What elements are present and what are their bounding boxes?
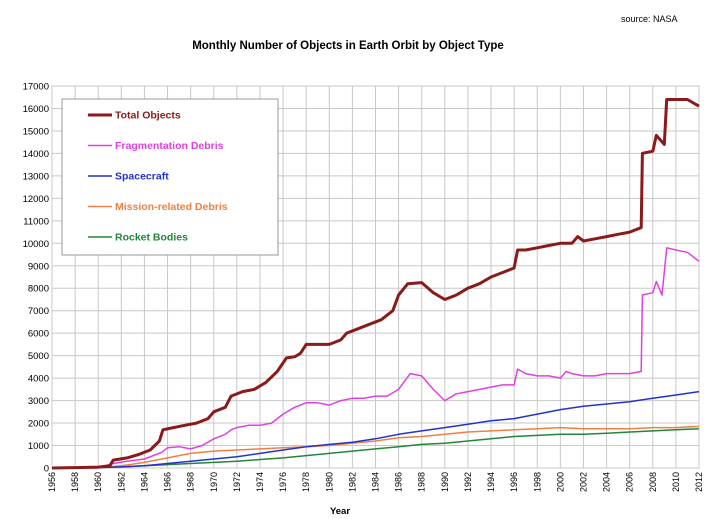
x-tick-label: 1988	[417, 472, 427, 492]
y-tick-label: 14000	[23, 149, 49, 160]
x-tick-label: 1966	[163, 472, 173, 492]
series-line-rocket-bodies	[51, 427, 700, 469]
y-tick-label: 11000	[23, 216, 49, 227]
y-tick-label: 10000	[23, 239, 49, 250]
x-tick-label: 1974	[255, 472, 265, 492]
x-tick-label: 1992	[463, 472, 473, 492]
x-tick-label: 1958	[70, 472, 80, 492]
series-group	[51, 98, 700, 470]
y-tick-label: 12000	[23, 194, 49, 205]
series-line-fragmentation-debris	[52, 247, 700, 469]
y-tick-label: 5000	[28, 351, 49, 362]
x-tick-label: 1982	[347, 472, 357, 492]
x-tick-label: 1990	[440, 472, 450, 492]
x-tick-label: 1972	[232, 472, 242, 492]
y-tick-label: 6000	[28, 329, 49, 340]
x-axis: 1956 1958 1960 1962 1964 1966 1968 1970 1972 1974…	[47, 472, 704, 492]
y-tick-label: 13000	[23, 171, 49, 182]
x-tick-label: 2010	[671, 472, 681, 492]
x-tick-label: 1996	[509, 472, 519, 492]
chart-title: Monthly Number of Objects in Earth Orbit…	[192, 40, 504, 52]
legend-label-rocket-bodies: Rocket Bodies	[115, 232, 188, 244]
x-tick-label: 1970	[209, 472, 219, 492]
x-tick-label: 1964	[139, 472, 149, 492]
y-tick-label: 15000	[23, 126, 49, 137]
series-line-total-objects	[51, 98, 700, 470]
x-tick-label: 1976	[278, 472, 288, 492]
y-tick-label: 0	[44, 464, 49, 475]
x-tick-label: 2008	[648, 472, 658, 492]
x-tick-label: 1962	[116, 472, 126, 492]
y-tick-label: 16000	[23, 104, 49, 115]
x-tick-label: 1968	[186, 472, 196, 492]
legend-box	[61, 98, 279, 256]
x-tick-label: 1978	[301, 472, 311, 492]
y-tick-label: 4000	[28, 374, 49, 385]
y-axis: 0 1000 2000 3000 4000 5000 6000 7000 8000 9000 100…	[23, 82, 49, 475]
x-tick-label: 2002	[578, 472, 588, 492]
chart-source: source: NASA	[621, 14, 678, 24]
series-line-mission-related-debris	[51, 425, 700, 469]
x-tick-label: 1998	[532, 472, 542, 492]
legend-label-total-objects: Total Objects	[115, 110, 181, 122]
legend-label-fragmentation-debris: Fragmentation Debris	[115, 140, 224, 152]
y-tick-label: 7000	[28, 306, 49, 317]
y-tick-label: 9000	[28, 261, 49, 272]
x-tick-label: 1980	[324, 472, 334, 492]
series-line-spacecraft	[51, 390, 700, 469]
x-tick-label: 1956	[47, 472, 57, 492]
x-tick-label: 1984	[371, 472, 381, 492]
x-axis-label: Year	[330, 506, 350, 517]
x-tick-label: 1994	[486, 472, 496, 492]
legend-label-mission-related-debris: Mission-related Debris	[115, 201, 228, 213]
x-tick-label: 2000	[555, 472, 565, 492]
legend: Total Objects Fragmentation Debris Spacecr…	[61, 98, 279, 256]
x-tick-label: 2004	[602, 472, 612, 492]
legend-label-spacecraft: Spacecraft	[115, 171, 169, 183]
y-tick-label: 17000	[23, 82, 49, 93]
x-tick-label: 2006	[625, 472, 635, 492]
y-tick-label: 8000	[28, 284, 49, 295]
y-tick-label: 1000	[28, 441, 49, 452]
y-tick-label: 3000	[28, 396, 49, 407]
y-tick-label: 2000	[28, 419, 49, 430]
x-tick-label: 2012	[694, 472, 704, 492]
x-tick-label: 1960	[93, 472, 103, 492]
x-tick-label: 1986	[394, 472, 404, 492]
